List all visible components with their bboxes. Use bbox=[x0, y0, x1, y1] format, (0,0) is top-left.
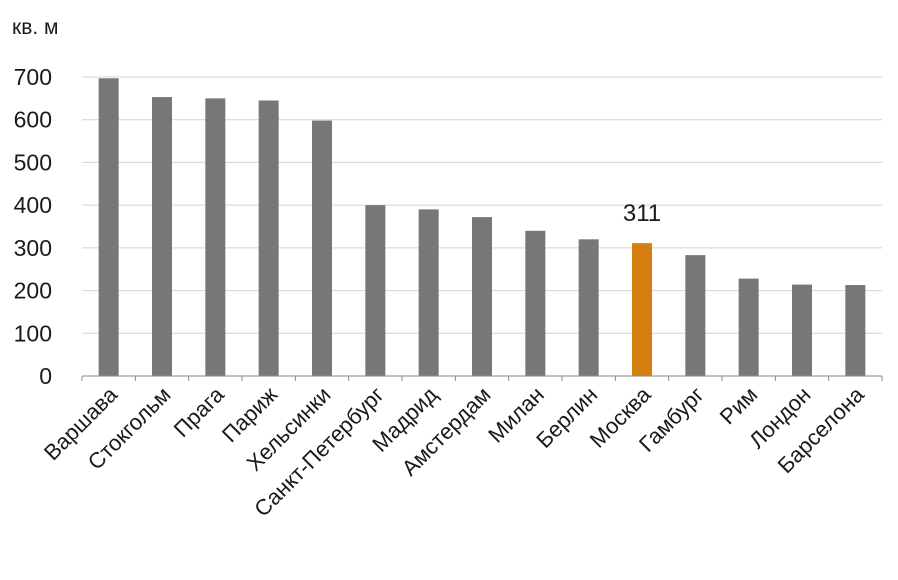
bars bbox=[98, 78, 866, 376]
data-label: 311 bbox=[623, 200, 661, 227]
x-axis-ticks: ВаршаваСтокгольмПрагаПарижХельсинкиСанкт… bbox=[39, 376, 883, 522]
x-tick-label: Рим bbox=[715, 382, 762, 429]
bar bbox=[472, 217, 492, 376]
bar bbox=[685, 255, 706, 376]
y-axis-ticks: 0 100 200 300 400 500 600 700 bbox=[14, 64, 52, 389]
bar bbox=[738, 278, 759, 376]
y-tick-label: 700 bbox=[14, 64, 52, 90]
y-axis-unit-label: кв. м bbox=[12, 16, 58, 39]
bar bbox=[152, 97, 172, 376]
y-tick-label: 100 bbox=[14, 320, 52, 346]
bar bbox=[792, 284, 812, 376]
data-labels: 311 bbox=[623, 200, 661, 227]
bar bbox=[205, 98, 226, 376]
y-tick-label: 300 bbox=[14, 235, 52, 261]
bar-highlighted bbox=[632, 243, 652, 376]
bar bbox=[365, 205, 386, 376]
y-tick-label: 0 bbox=[39, 363, 52, 389]
bar bbox=[845, 285, 866, 376]
bar bbox=[525, 230, 546, 376]
y-tick-label: 500 bbox=[14, 149, 52, 175]
y-tick-label: 600 bbox=[14, 107, 52, 133]
bar bbox=[418, 209, 439, 376]
bar bbox=[98, 78, 119, 376]
bar bbox=[312, 120, 332, 376]
y-tick-label: 400 bbox=[14, 192, 52, 218]
bar bbox=[578, 239, 599, 376]
y-tick-label: 200 bbox=[14, 278, 52, 304]
bar bbox=[258, 100, 279, 376]
